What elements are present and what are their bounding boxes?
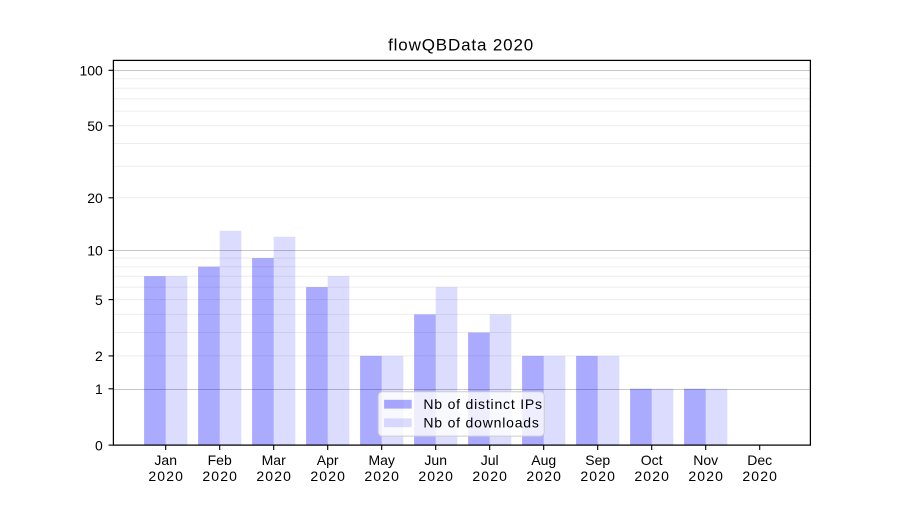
svg-text:100: 100 bbox=[79, 63, 103, 79]
svg-text:Apr: Apr bbox=[317, 452, 339, 468]
svg-text:Oct: Oct bbox=[641, 452, 663, 468]
svg-text:Feb: Feb bbox=[208, 452, 232, 468]
svg-text:2: 2 bbox=[95, 348, 103, 364]
svg-text:2020: 2020 bbox=[742, 468, 778, 484]
svg-text:50: 50 bbox=[87, 118, 103, 134]
svg-text:flowQBData 2020: flowQBData 2020 bbox=[388, 36, 534, 55]
svg-text:2020: 2020 bbox=[526, 468, 562, 484]
svg-text:Aug: Aug bbox=[531, 452, 556, 468]
svg-text:Dec: Dec bbox=[747, 452, 772, 468]
svg-text:10: 10 bbox=[87, 243, 103, 259]
svg-text:1: 1 bbox=[95, 381, 103, 397]
svg-text:2020: 2020 bbox=[580, 468, 616, 484]
svg-text:0: 0 bbox=[95, 437, 103, 453]
svg-text:Mar: Mar bbox=[262, 452, 286, 468]
svg-text:2020: 2020 bbox=[418, 468, 454, 484]
svg-text:2020: 2020 bbox=[364, 468, 400, 484]
svg-text:2020: 2020 bbox=[256, 468, 292, 484]
svg-text:2020: 2020 bbox=[472, 468, 508, 484]
svg-text:Jan: Jan bbox=[154, 452, 177, 468]
svg-text:2020: 2020 bbox=[310, 468, 346, 484]
svg-text:Jun: Jun bbox=[424, 452, 447, 468]
svg-text:2020: 2020 bbox=[148, 468, 184, 484]
svg-text:5: 5 bbox=[95, 292, 103, 308]
svg-text:2020: 2020 bbox=[634, 468, 670, 484]
svg-text:May: May bbox=[368, 452, 394, 468]
svg-text:Sep: Sep bbox=[585, 452, 610, 468]
svg-text:2020: 2020 bbox=[202, 468, 238, 484]
svg-text:Nb of downloads: Nb of downloads bbox=[423, 415, 539, 431]
svg-text:2020: 2020 bbox=[688, 468, 724, 484]
svg-text:Nov: Nov bbox=[693, 452, 718, 468]
svg-text:Jul: Jul bbox=[481, 452, 499, 468]
svg-text:20: 20 bbox=[87, 190, 103, 206]
svg-text:Nb of distinct IPs: Nb of distinct IPs bbox=[423, 396, 542, 412]
